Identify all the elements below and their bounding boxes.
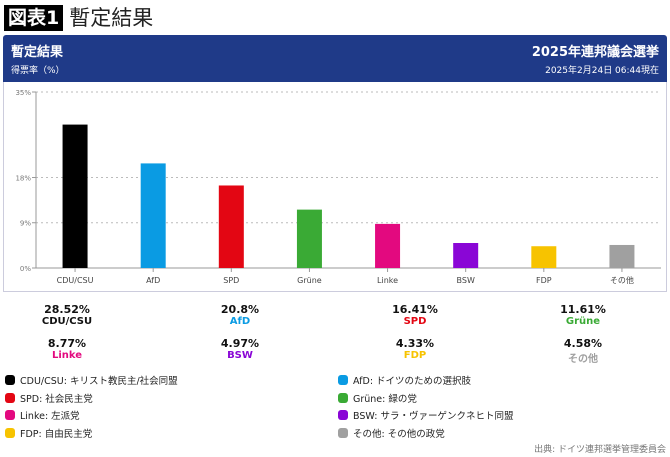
legend-item: Linke: 左派党 — [5, 408, 80, 422]
x-tick-label: SPD — [223, 276, 239, 285]
legend-item: FDP: 自由民主党 — [5, 426, 92, 440]
x-tick-label: AfD — [146, 276, 160, 285]
bar-BSW — [453, 243, 479, 268]
legend-label: CDU/CSU: キリスト教民主/社会同盟 — [20, 376, 178, 387]
election-name: 2025年連邦議会選挙 — [531, 45, 659, 60]
value-item: 4.58% その他 — [523, 337, 643, 365]
data-label: 4.58% — [563, 337, 603, 350]
legend-swatch — [5, 427, 15, 438]
chart-area: 0% 9% 18% 35% CDU/CSU AfD SPD Grüne Linke BSW FDP そ… — [3, 82, 667, 292]
legend-item: Grüne: 緑の党 — [338, 391, 417, 405]
legend-swatch — [5, 392, 15, 403]
chart-header: 暫定結果 得票率（%） 2025年連邦議会選挙 2025年2月24日 06:44… — [3, 35, 667, 82]
data-label: 11.61% — [560, 303, 606, 316]
bar-Grüne — [296, 209, 322, 268]
value-item: 16.41% SPD — [355, 303, 475, 327]
x-tick-label: Linke — [377, 276, 398, 285]
x-tick-label: その他 — [610, 275, 634, 285]
figure-title: 図表1 暫定結果 — [4, 5, 153, 31]
bar-その他 — [609, 244, 635, 268]
data-label: 20.8% — [220, 303, 260, 316]
value-item: 11.61% Grüne — [523, 303, 643, 327]
party-name: BSW — [227, 350, 253, 361]
data-label: 4.97% — [220, 337, 260, 350]
value-item: 4.33% FDP — [355, 337, 475, 361]
y-tick-label: 0% — [20, 265, 31, 273]
header-title: 暫定結果 — [11, 45, 64, 60]
data-label: 16.41% — [392, 303, 438, 316]
timestamp: 2025年2月24日 06:44現在 — [545, 66, 659, 76]
y-tick-label: 18% — [15, 174, 31, 182]
legend-item: その他: その他の政党 — [338, 426, 445, 440]
figure-title-text: 暫定結果 — [69, 6, 154, 30]
bar-FDP — [531, 246, 557, 268]
y-tick-label: 35% — [15, 89, 31, 97]
data-label: 28.52% — [44, 303, 90, 316]
party-name: その他 — [568, 354, 598, 365]
legend-label: Linke: 左派党 — [20, 411, 80, 422]
party-name: AfD — [229, 316, 251, 327]
legend-swatch — [5, 375, 15, 385]
legend-label: SPD: 社会民主党 — [20, 393, 93, 405]
x-tick-label: FDP — [536, 276, 552, 285]
legend-item: CDU/CSU: キリスト教民主/社会同盟 — [5, 373, 178, 387]
legend-item: BSW: サラ・ヴァーゲンクネヒト同盟 — [338, 408, 513, 422]
data-label: 8.77% — [47, 337, 87, 350]
legend-item: SPD: 社会民主党 — [5, 391, 93, 405]
y-tick-label: 9% — [20, 220, 31, 228]
legend-swatch — [338, 392, 348, 403]
party-name: Grüne — [565, 316, 601, 327]
party-name: CDU/CSU — [41, 316, 93, 327]
bar-SPD — [218, 185, 244, 268]
bar-AfD — [140, 163, 166, 268]
value-item: 28.52% CDU/CSU — [7, 303, 127, 327]
party-name: SPD — [403, 316, 427, 327]
legend-label: Grüne: 緑の党 — [353, 393, 417, 405]
legend-label: FDP: 自由民主党 — [20, 428, 93, 440]
legend-swatch — [338, 410, 348, 420]
header-subtitle: 得票率（%） — [11, 66, 65, 76]
data-label: 4.33% — [395, 337, 435, 350]
x-tick-label: Grüne — [297, 276, 322, 285]
party-name: FDP — [403, 350, 427, 361]
legend-label: BSW: サラ・ヴァーゲンクネヒト同盟 — [353, 411, 514, 422]
bar-CDU/CSU — [62, 124, 88, 268]
legend-swatch — [338, 427, 348, 438]
value-item: 20.8% AfD — [180, 303, 300, 327]
bar-chart: 0% 9% 18% 35% CDU/CSU AfD SPD Grüne Linke BSW FDP そ… — [15, 89, 661, 285]
legend-label: その他: その他の政党 — [353, 428, 445, 440]
legend-swatch — [338, 375, 348, 385]
legend-swatch — [5, 410, 15, 420]
source-note: 出典: ドイツ連邦選挙管理委員会 — [534, 445, 666, 455]
figure-badge: 図表1 — [4, 5, 64, 31]
legend-label: AfD: ドイツのための選択肢 — [353, 376, 472, 387]
x-tick-label: CDU/CSU — [57, 276, 94, 285]
party-name: Linke — [51, 350, 83, 361]
legend-item: AfD: ドイツのための選択肢 — [338, 373, 471, 387]
value-item: 8.77% Linke — [7, 337, 127, 361]
value-item: 4.97% BSW — [180, 337, 300, 361]
x-tick-label: BSW — [457, 276, 475, 285]
bar-Linke — [375, 223, 401, 268]
